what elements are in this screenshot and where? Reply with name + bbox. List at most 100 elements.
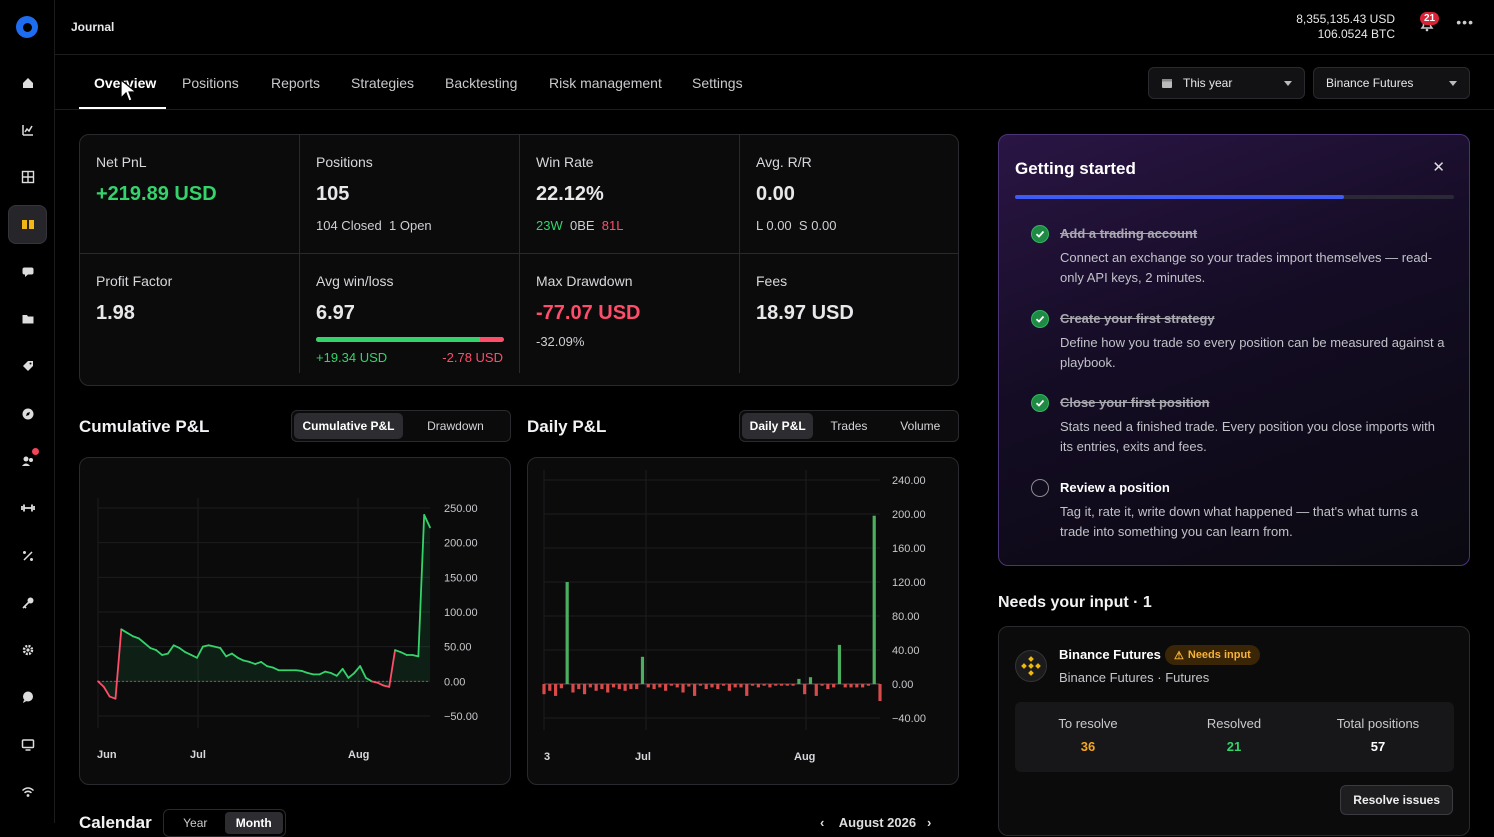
step-review-position[interactable]: Review a position Tag it, rate it, write…	[1031, 479, 1451, 539]
line-segment	[155, 649, 163, 656]
sidebar-item-home[interactable]	[8, 63, 47, 102]
line-segment	[382, 684, 391, 688]
toggle-month[interactable]: Month	[224, 812, 283, 834]
bar	[687, 684, 691, 687]
y-tick-label: −40.00	[892, 713, 926, 725]
line-segment	[295, 669, 303, 672]
stat-label: Avg win/loss	[316, 273, 394, 289]
tab-settings[interactable]: Settings	[692, 75, 743, 91]
journal-icon	[21, 220, 34, 230]
sidebar-item-monitor[interactable]	[8, 725, 47, 764]
bar	[866, 684, 871, 686]
sidebar-item-folder[interactable]	[8, 300, 47, 339]
line-segment	[341, 667, 350, 679]
step-add-account[interactable]: Add a trading account Connect an exchang…	[1031, 225, 1451, 285]
stat-label: Total positions	[1336, 716, 1420, 731]
sidebar-item-wifi[interactable]	[8, 773, 47, 812]
monitor-icon	[21, 738, 34, 751]
chat-icon	[22, 267, 33, 277]
toggle-trades[interactable]: Trades	[830, 419, 868, 433]
tab-reports[interactable]: Reports	[271, 75, 321, 91]
line-segment	[365, 676, 373, 683]
x-tick-label: Aug	[348, 749, 369, 761]
toggle-daily[interactable]: Daily P&L	[742, 413, 814, 439]
bar	[727, 684, 731, 691]
notifications-button[interactable]: 21	[1416, 12, 1440, 34]
close-icon[interactable]: ✕	[1432, 159, 1445, 176]
line-segment	[196, 645, 204, 659]
bar	[832, 684, 836, 688]
sidebar-item-journal[interactable]	[8, 204, 47, 244]
compass-icon	[22, 408, 33, 420]
stat-value: 0.00	[756, 183, 795, 205]
step-create-strategy[interactable]: Create your first strategy Define how yo…	[1031, 310, 1451, 370]
stat-label: Max Drawdown	[536, 273, 633, 289]
onboarding-progress	[1015, 195, 1454, 199]
bar	[878, 684, 882, 701]
more-menu-icon[interactable]: •••	[1456, 14, 1474, 30]
bar	[658, 684, 662, 688]
period-value: This year	[1183, 76, 1233, 90]
bar	[588, 684, 592, 688]
drawdown-pct: -32.09%	[536, 334, 585, 349]
bar	[635, 684, 639, 690]
line-segment	[411, 654, 420, 658]
area-fill	[98, 514, 430, 699]
toggle-year[interactable]: Year	[183, 816, 208, 830]
y-tick-label: 100.00	[444, 607, 478, 619]
dumbbell-icon	[20, 504, 35, 512]
sidebar-item-community[interactable]	[8, 441, 47, 480]
calendar-title: Calendar	[79, 813, 152, 832]
sidebar-item-compass[interactable]	[8, 394, 47, 433]
line-segment	[242, 659, 251, 663]
toggle-drawdown[interactable]: Drawdown	[427, 419, 484, 433]
bar	[745, 684, 749, 696]
sidebar-item-tag[interactable]	[8, 347, 47, 386]
cumulative-chart: 250.00 200.00 150.00 100.00 50.00 0.00 −50.00 J…	[79, 457, 511, 785]
step-description: Stats need a finished trade. Every posit…	[1060, 419, 1436, 454]
chevron-down-icon	[1449, 81, 1457, 86]
sidebar-item-dumbbell[interactable]	[8, 489, 47, 528]
home-icon	[22, 77, 33, 88]
line-segment	[260, 661, 268, 667]
bar	[797, 678, 801, 684]
exchange-dropdown[interactable]: Binance Futures	[1313, 67, 1470, 99]
toggle-cumulative[interactable]: Cumulative P&L	[294, 413, 403, 439]
y-tick-label: 200.00	[444, 538, 478, 550]
app-title: Journal	[71, 20, 115, 34]
step-title: Review a position	[1060, 480, 1170, 495]
bar	[582, 684, 587, 695]
y-tick-label: 0.00	[444, 676, 465, 688]
step-close-position[interactable]: Close your first position Stats need a f…	[1031, 394, 1451, 454]
analytics-icon	[21, 124, 33, 136]
tab-positions[interactable]: Positions	[182, 75, 239, 91]
period-dropdown[interactable]: This year	[1148, 67, 1305, 99]
bar	[768, 684, 772, 688]
bar	[733, 684, 737, 688]
bar	[721, 684, 726, 686]
app-logo[interactable]	[16, 16, 38, 38]
sidebar-item-percent[interactable]	[8, 536, 47, 575]
toggle-volume[interactable]: Volume	[900, 419, 941, 433]
sidebar-item-key[interactable]	[8, 583, 47, 622]
stat-max-drawdown: Max Drawdown -77.07 USD -32.09%	[520, 254, 740, 373]
line-segment	[213, 645, 222, 649]
line-segment	[266, 665, 274, 669]
line-segment	[207, 644, 216, 648]
sidebar-item-gear[interactable]	[8, 631, 47, 670]
tab-risk-management[interactable]: Risk management	[549, 75, 662, 91]
sidebar-item-analytics[interactable]	[8, 110, 47, 149]
y-tick-label: 160.00	[892, 543, 926, 555]
stat-label: Net PnL	[96, 154, 147, 170]
stat-fees: Fees 18.97 USD	[740, 254, 958, 373]
sidebar-item-chat[interactable]	[8, 252, 47, 291]
tab-strategies[interactable]: Strategies	[351, 75, 415, 91]
tab-backtesting[interactable]: Backtesting	[445, 75, 518, 91]
sidebar-item-support[interactable]	[8, 678, 47, 717]
stats-grid: Net PnL +219.89 USD Positions 105 104 Cl…	[79, 134, 959, 386]
bar	[779, 684, 784, 686]
resolve-issues-button[interactable]: Resolve issues	[1340, 785, 1453, 815]
bar	[774, 684, 778, 686]
sidebar-item-grid[interactable]	[8, 158, 47, 197]
line-segment	[248, 661, 257, 665]
